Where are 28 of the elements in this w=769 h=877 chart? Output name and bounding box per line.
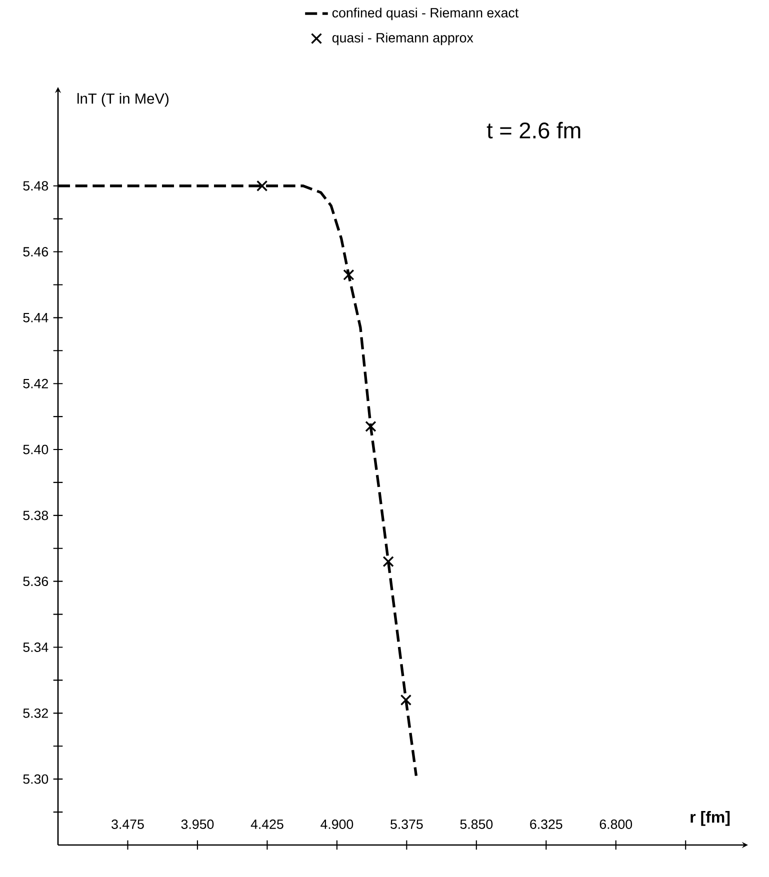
y-tick-label: 5.40 [23, 444, 48, 454]
y-tick-label: 5.34 [23, 642, 48, 652]
point [382, 556, 394, 568]
x-tick-label: 3.950 [181, 820, 214, 829]
y-tick-label: 5.38 [23, 510, 48, 520]
x-tick-label: 3.475 [112, 820, 144, 829]
y-tick-label: 5.30 [23, 774, 48, 784]
point [400, 694, 412, 706]
x-axis-title: r [fm] [690, 811, 730, 826]
legend-label: confined quasi - Riemann exact [332, 8, 519, 20]
x-tick-label: 5.375 [390, 820, 423, 829]
y-axis-title: lnT (T in MeV) [77, 93, 168, 107]
x-tick-label: 4.425 [250, 820, 284, 829]
point [343, 269, 354, 280]
y-tick-label: 5.32 [23, 708, 48, 718]
x-tick-label: 4.900 [320, 820, 354, 829]
y-tick-label: 5.36 [23, 576, 48, 586]
point [365, 420, 376, 432]
point [256, 180, 268, 192]
text: t = 2.6 fm [486, 122, 580, 139]
y-tick-label: 5.46 [23, 247, 48, 256]
x-tick-label: 6.800 [600, 820, 632, 829]
x-tick-label: 6.325 [530, 820, 562, 829]
y-tick-label: 5.48 [23, 181, 48, 191]
y-tick-label: 5.42 [23, 378, 48, 388]
x-tick-label: 5.850 [460, 820, 493, 829]
y-tick-label: 5.44 [23, 313, 48, 322]
legend-label: quasi - Riemann approx [332, 32, 474, 46]
